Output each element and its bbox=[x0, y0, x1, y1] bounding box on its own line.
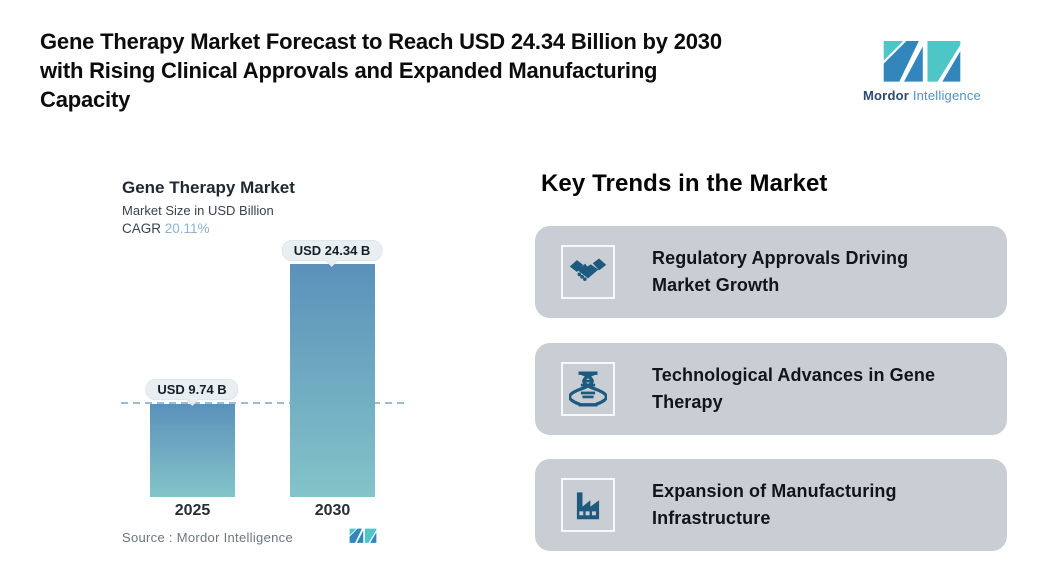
page-title-line-2: with Rising Clinical Approvals and Expan… bbox=[40, 58, 658, 83]
trend-card-regulatory-approvals: Regulatory Approvals Driving Market Grow… bbox=[535, 226, 1007, 318]
brand-name: Mordor Intelligence bbox=[858, 88, 986, 103]
brand-logo: Mordor Intelligence bbox=[858, 36, 986, 103]
bar-value-label-2025: USD 9.74 B bbox=[145, 379, 239, 400]
bar-value-label-2030: USD 24.34 B bbox=[281, 240, 383, 261]
page-title: Gene Therapy Market Forecast to Reach US… bbox=[40, 27, 722, 114]
trend-card-technological-advances: Technological Advances in Gene Therapy bbox=[535, 343, 1007, 435]
page-title-line-1: Gene Therapy Market Forecast to Reach US… bbox=[40, 29, 722, 54]
trend-card-title: Expansion of Manufacturing Infrastructur… bbox=[652, 480, 897, 529]
chart-cagr: CAGR 20.11% bbox=[122, 221, 210, 236]
handshake-icon bbox=[561, 245, 615, 299]
cagr-label: CAGR bbox=[122, 221, 162, 236]
chart-title: Gene Therapy Market bbox=[122, 178, 295, 197]
brand-name-secondary: Intelligence bbox=[912, 88, 981, 103]
mini-brand-logo-icon bbox=[348, 527, 378, 549]
x-axis-label-2030: 2030 bbox=[314, 502, 351, 519]
x-axis-label-2025: 2025 bbox=[174, 502, 211, 519]
bar-2025 bbox=[150, 403, 235, 497]
cagr-value: 20.11% bbox=[164, 221, 210, 236]
reference-dashed-line bbox=[121, 402, 405, 404]
factory-icon bbox=[561, 478, 615, 532]
dna-icon bbox=[561, 362, 615, 416]
key-trends-heading: Key Trends in the Market bbox=[541, 170, 828, 197]
trend-card-manufacturing-expansion: Expansion of Manufacturing Infrastructur… bbox=[535, 459, 1007, 551]
trend-card-title: Regulatory Approvals Driving Market Grow… bbox=[652, 247, 909, 296]
bar-2030 bbox=[290, 264, 375, 497]
chart-source: Source : Mordor Intelligence bbox=[122, 530, 293, 545]
brand-name-primary: Mordor bbox=[863, 88, 909, 103]
trend-card-title: Technological Advances in Gene Therapy bbox=[652, 364, 936, 413]
chart-subtitle: Market Size in USD Billion bbox=[122, 203, 274, 218]
page-title-line-3: Capacity bbox=[40, 87, 131, 112]
mordor-intelligence-logo-icon bbox=[858, 36, 986, 85]
